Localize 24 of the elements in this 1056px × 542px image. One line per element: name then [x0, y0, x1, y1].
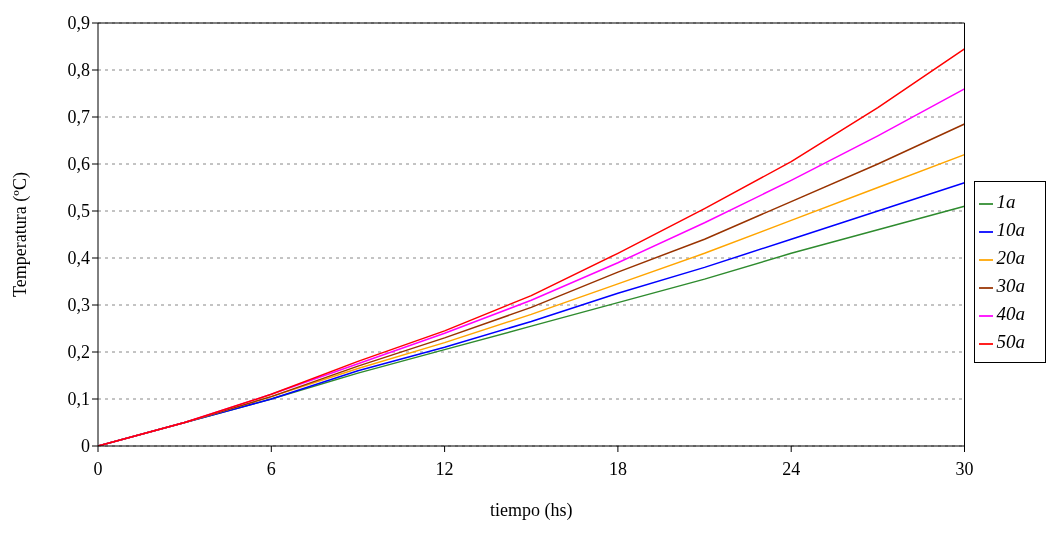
- y-axis-title: Temperatura (ºC): [10, 172, 32, 297]
- y-tick-label: 0,7: [67, 107, 90, 128]
- x-tick-label: 24: [782, 458, 801, 479]
- y-tick-label: 0,4: [67, 248, 90, 269]
- x-tick-label: 0: [93, 458, 103, 479]
- y-tick-label: 0,9: [67, 13, 90, 34]
- x-tick-label: 18: [608, 458, 627, 479]
- legend-label: 50a: [996, 331, 1025, 352]
- legend-label: 20a: [996, 247, 1025, 268]
- y-tick-label: 0,5: [67, 201, 90, 222]
- y-tick-label: 0,8: [67, 60, 90, 81]
- legend-label: 10a: [996, 219, 1025, 240]
- y-tick-label: 0,2: [67, 342, 90, 363]
- legend-label: 30a: [996, 275, 1025, 296]
- x-tick-label: 30: [955, 458, 974, 479]
- y-tick-label: 0: [81, 436, 90, 457]
- x-tick-label: 12: [435, 458, 454, 479]
- y-tick-label: 0,1: [67, 389, 90, 410]
- legend-label: 1a: [996, 191, 1016, 212]
- y-tick-label: 0,3: [67, 295, 90, 316]
- x-axis-title: tiempo (hs): [490, 500, 573, 521]
- x-tick-label: 6: [266, 458, 276, 479]
- legend-label: 40a: [996, 303, 1025, 324]
- y-tick-label: 0,6: [67, 154, 90, 175]
